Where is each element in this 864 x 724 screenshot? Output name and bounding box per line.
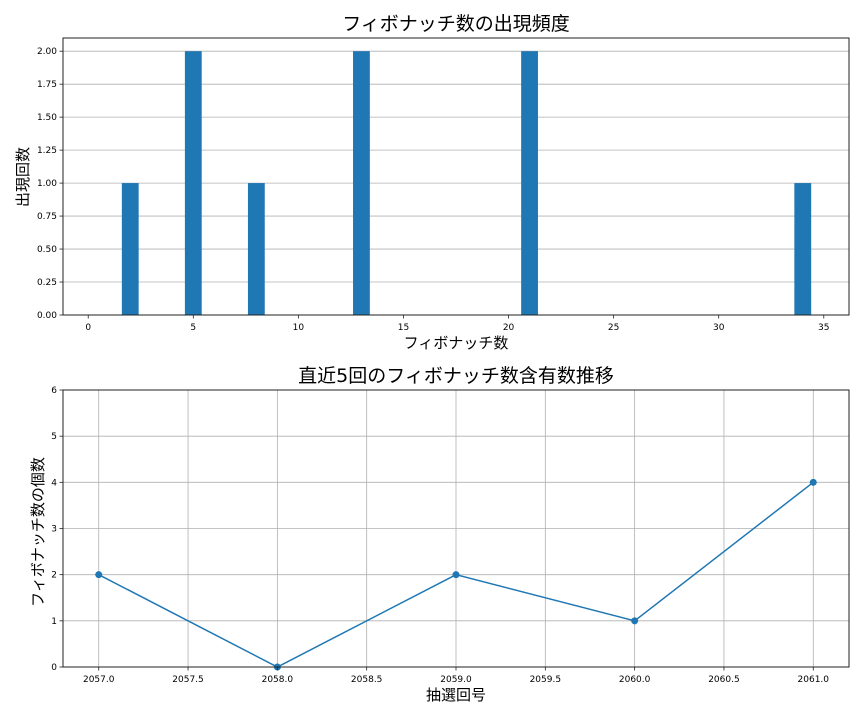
x-tick-label: 30 [713, 323, 725, 333]
chart-title: フィボナッチ数の出現頻度 [342, 13, 570, 35]
x-tick-label: 2057.5 [172, 675, 204, 685]
y-tick-label: 3 [51, 525, 57, 535]
x-axis-label: フィボナッチ数 [404, 334, 509, 352]
x-tick-label: 0 [85, 323, 91, 333]
y-tick-label: 1.50 [37, 113, 57, 123]
y-tick-label: 0.75 [37, 212, 57, 222]
x-tick-label: 2058.0 [262, 675, 294, 685]
y-tick-label: 5 [51, 432, 57, 442]
y-tick-label: 1.75 [37, 80, 57, 90]
y-tick-label: 2 [51, 571, 57, 581]
y-tick-label: 1.00 [37, 179, 57, 189]
y-axis-ticks: 0 1 2 3 4 5 6 [51, 386, 63, 673]
y-axis-label: フィボナッチ数の個数 [29, 457, 47, 607]
x-axis-ticks: 2057.0 2057.5 2058.0 2058.5 2059.0 2059.5 2060… [83, 667, 829, 685]
x-tick-label: 10 [293, 323, 305, 333]
x-tick-label: 25 [608, 323, 619, 333]
x-axis-label: 抽選回号 [426, 686, 486, 704]
line-chart: 直近5回のフィボナッチ数含有数推移 2057.0 2057.5 2058.0 2058… [29, 365, 850, 704]
y-tick-label: 0.00 [37, 311, 57, 321]
y-axis-label: 出現回数 [14, 147, 32, 207]
x-tick-label: 35 [818, 323, 829, 333]
bar [521, 51, 538, 315]
y-tick-label: 1.25 [37, 146, 57, 156]
x-axis-ticks: 0 5 10 15 20 25 30 35 [85, 315, 830, 333]
y-axis-ticks: 0.00 0.25 0.50 0.75 1.00 1.25 1.50 1.75 2.00 [37, 47, 63, 321]
bar [353, 51, 370, 315]
x-tick-label: 2058.5 [351, 675, 383, 685]
line-series [95, 478, 817, 671]
gridlines [63, 389, 849, 668]
bar-series [121, 51, 812, 315]
y-tick-label: 0.25 [37, 278, 57, 288]
bar [247, 183, 265, 315]
data-point-marker [95, 571, 103, 579]
histogram-chart: フィボナッチ数の出現頻度 0 5 10 15 20 25 30 35 0.00 0.25 0.50… [14, 13, 850, 352]
plot-frame [62, 37, 850, 316]
x-tick-label: 2060.0 [619, 675, 651, 685]
y-tick-label: 6 [51, 386, 57, 396]
x-tick-label: 2057.0 [83, 675, 115, 685]
x-tick-label: 2061.0 [798, 675, 830, 685]
y-tick-label: 4 [51, 478, 57, 488]
y-tick-label: 0 [51, 663, 57, 673]
x-tick-label: 20 [503, 323, 515, 333]
chart-title: 直近5回のフィボナッチ数含有数推移 [298, 365, 614, 387]
data-point-marker [631, 617, 639, 625]
x-tick-label: 15 [398, 323, 409, 333]
y-tick-label: 0.50 [37, 245, 57, 255]
x-tick-label: 5 [190, 323, 196, 333]
bar [184, 51, 202, 315]
x-tick-label: 2060.5 [708, 675, 740, 685]
data-point-marker [809, 478, 817, 486]
gridlines [63, 50, 849, 316]
bar [794, 183, 812, 315]
x-tick-label: 2059.5 [530, 675, 562, 685]
y-tick-label: 2.00 [37, 47, 57, 57]
y-tick-label: 1 [51, 617, 57, 627]
x-tick-label: 2059.0 [440, 675, 472, 685]
bar [121, 183, 139, 315]
data-point-marker [452, 571, 460, 579]
